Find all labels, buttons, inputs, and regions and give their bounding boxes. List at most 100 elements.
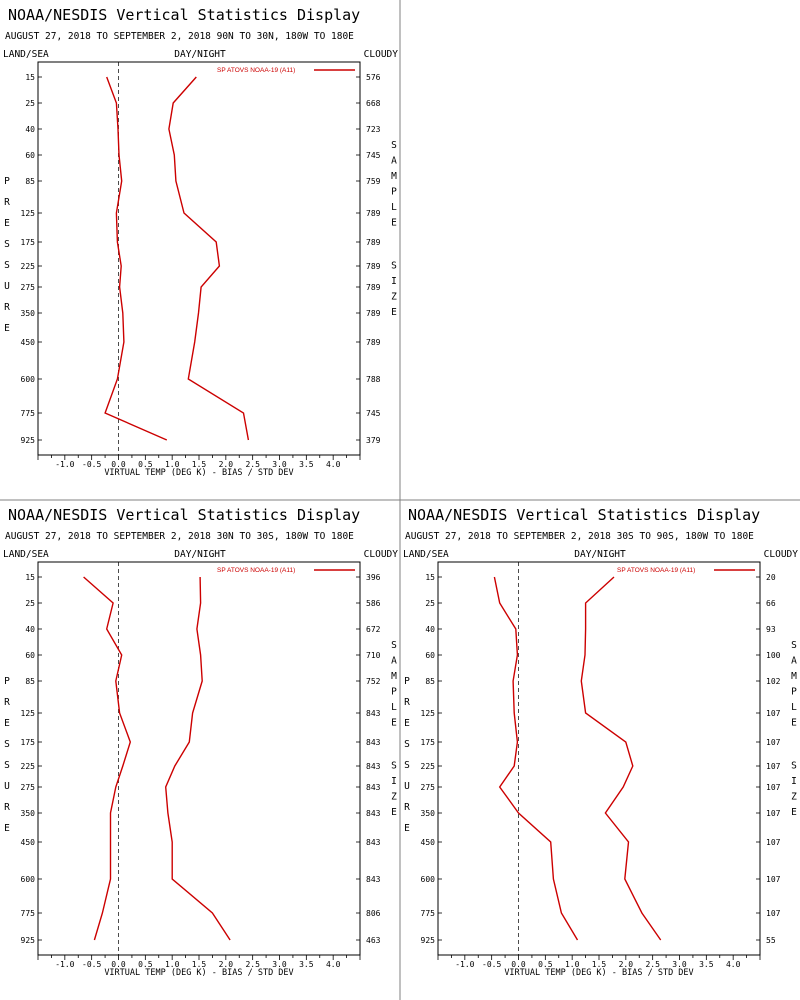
pressure-level-label: 450: [421, 838, 436, 847]
sample-size-axis-letter: E: [391, 807, 397, 818]
x-tick-label: 0.5: [538, 960, 553, 969]
pressure-axis-letter-glyph: S: [4, 239, 10, 250]
sample-size-axis-letter: Z: [391, 792, 397, 803]
sample-size-label: 107: [766, 875, 781, 884]
std-dev-series-line: [164, 576, 231, 941]
x-tick-label: 3.0: [272, 960, 287, 969]
pressure-axis-letter: S: [4, 739, 10, 750]
pressure-level-label: 450: [21, 838, 36, 847]
x-tick-label: 1.5: [192, 460, 207, 469]
sample-size-label: 752: [366, 677, 381, 686]
x-tick-label: 0.0: [111, 960, 126, 969]
sample-size-label: 463: [366, 936, 381, 945]
sample-size-axis-letter: A: [391, 156, 397, 167]
bias-series-line: [104, 76, 168, 441]
sample-size-label: 806: [366, 909, 381, 918]
day-night-label: DAY/NIGHT: [574, 549, 626, 560]
sample-size-axis-letter: S: [791, 640, 797, 651]
pressure-axis-letter: R: [4, 302, 10, 313]
x-tick-label: -0.5: [482, 960, 501, 969]
x-tick-label: -0.5: [82, 460, 101, 469]
sample-size-label: 107: [766, 709, 781, 718]
pressure-level-label: 275: [421, 783, 436, 792]
sample-size-label: 843: [366, 762, 381, 771]
sample-size-axis-letter: A: [791, 656, 797, 667]
pressure-level-label: 925: [421, 936, 436, 945]
panel-title: NOAA/NESDIS Vertical Statistics Display: [8, 506, 360, 524]
pressure-axis-letter: P: [404, 676, 410, 687]
pressure-axis-letter: E: [4, 823, 10, 834]
sample-size-label: 788: [366, 375, 381, 384]
sample-size-axis-letter: S: [791, 761, 797, 772]
x-tick-label: 0.5: [138, 460, 153, 469]
sample-size-axis-letter: P: [391, 187, 397, 198]
pressure-axis-letter-glyph: S: [404, 739, 410, 750]
sample-size-axis-letter: Z: [391, 292, 397, 303]
pressure-axis-letter-glyph: E: [404, 823, 410, 834]
pressure-axis-letter-glyph: E: [4, 218, 10, 229]
pressure-axis-letter-glyph: E: [404, 718, 410, 729]
pressure-axis-letter-glyph: P: [404, 676, 410, 687]
pressure-level-label: 175: [421, 738, 436, 747]
x-tick-label: 2.5: [245, 460, 260, 469]
sample-size-axis-letter: L: [791, 702, 797, 713]
sample-size-axis-letter: S: [391, 640, 397, 651]
sample-size-label: 20: [766, 573, 776, 582]
pressure-axis-letter-glyph: U: [404, 781, 410, 792]
pressure-axis-letter-glyph: R: [4, 802, 10, 813]
x-tick-label: 0.0: [511, 960, 526, 969]
pressure-level-label: 600: [21, 375, 36, 384]
pressure-axis-letter: S: [404, 760, 410, 771]
cloudy-label: CLOUDY: [364, 549, 399, 560]
pressure-axis-letter-glyph: U: [4, 281, 10, 292]
chart-panel: NOAA/NESDIS Vertical Statistics Display A…: [3, 6, 398, 478]
pressure-axis-letter: P: [4, 676, 10, 687]
pressure-axis-letter: S: [4, 239, 10, 250]
sample-size-axis-letter: S: [391, 261, 397, 272]
sample-size-axis-letter: E: [791, 718, 797, 729]
pressure-level-label: 225: [21, 262, 36, 271]
sample-size-label: 102: [766, 677, 781, 686]
x-tick-label: 1.5: [192, 960, 207, 969]
x-tick-label: 4.0: [326, 460, 341, 469]
sample-size-axis-letter: L: [391, 702, 397, 713]
pressure-level-label: 40: [25, 125, 35, 134]
bias-series-line: [83, 576, 132, 941]
pressure-level-label: 350: [421, 809, 436, 818]
pressure-axis-letter-glyph: E: [4, 718, 10, 729]
pressure-axis-letter: U: [404, 781, 410, 792]
pressure-axis-letter-glyph: P: [4, 676, 10, 687]
sample-size-label: 668: [366, 99, 381, 108]
cloudy-label: CLOUDY: [764, 549, 799, 560]
pressure-level-label: 775: [21, 909, 36, 918]
pressure-axis-letter-glyph: R: [4, 302, 10, 313]
x-tick-label: 2.0: [219, 460, 234, 469]
pressure-level-label: 15: [25, 73, 35, 82]
x-tick-label: 1.0: [565, 960, 580, 969]
x-axis-title: VIRTUAL TEMP (DEG K) - BIAS / STD DEV: [104, 468, 293, 478]
x-tick-label: -1.0: [55, 460, 74, 469]
pressure-level-label: 175: [21, 238, 36, 247]
pressure-level-label: 15: [425, 573, 435, 582]
sample-size-axis-letter: E: [791, 807, 797, 818]
sample-size-label: 789: [366, 238, 381, 247]
sample-size-label: 396: [366, 573, 381, 582]
sample-size-label: 843: [366, 838, 381, 847]
sample-size-label: 789: [366, 338, 381, 347]
pressure-level-label: 25: [25, 99, 35, 108]
sample-size-axis-letter: L: [391, 202, 397, 213]
panel-title: NOAA/NESDIS Vertical Statistics Display: [408, 506, 760, 524]
sample-size-label: 672: [366, 625, 381, 634]
pressure-level-label: 85: [25, 677, 35, 686]
pressure-level-label: 125: [21, 709, 36, 718]
sample-size-label: 843: [366, 783, 381, 792]
land-sea-label: LAND/SEA: [403, 549, 449, 560]
pressure-level-label: 350: [21, 809, 36, 818]
std-dev-series-line: [168, 76, 250, 441]
x-tick-label: 1.0: [165, 460, 180, 469]
sample-size-label: 843: [366, 709, 381, 718]
pressure-level-label: 175: [21, 738, 36, 747]
plot-frame: [37, 61, 361, 456]
pressure-level-label: 125: [421, 709, 436, 718]
